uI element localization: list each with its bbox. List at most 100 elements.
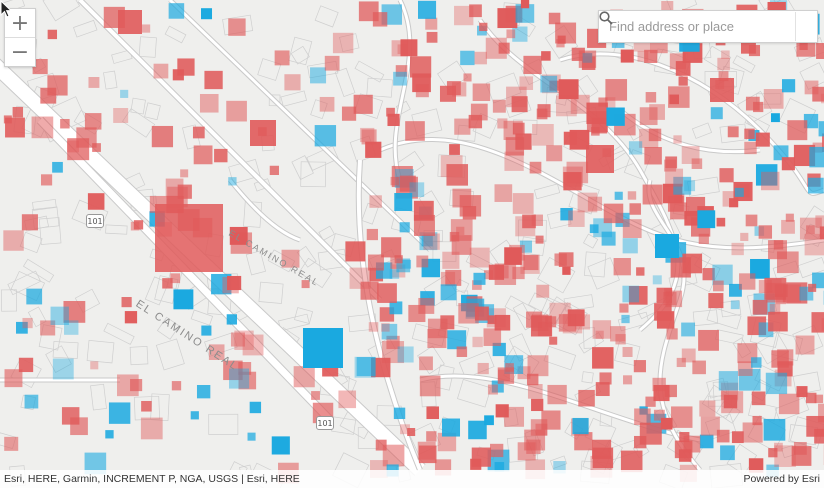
property-marker-red[interactable] [721, 50, 730, 59]
property-marker-red[interactable] [768, 311, 788, 332]
property-marker-red[interactable] [84, 113, 102, 130]
property-marker-red[interactable] [60, 118, 70, 129]
property-marker-blue[interactable] [190, 411, 199, 420]
property-marker-blue[interactable] [763, 418, 786, 441]
property-marker-blue[interactable] [389, 301, 403, 315]
property-marker-red[interactable] [804, 233, 824, 256]
property-marker-red[interactable] [628, 286, 648, 305]
property-marker-blue[interactable] [50, 306, 69, 325]
property-marker-red[interactable] [530, 315, 552, 337]
property-marker-blue[interactable] [729, 283, 742, 297]
property-marker-red[interactable] [472, 83, 491, 102]
property-marker-red[interactable] [90, 361, 99, 370]
property-marker-blue[interactable] [52, 161, 63, 173]
property-marker-blue[interactable] [393, 71, 407, 86]
property-marker-blue[interactable] [381, 323, 398, 340]
property-marker-red[interactable] [497, 8, 518, 29]
property-marker-red[interactable] [130, 379, 143, 392]
property-marker-red[interactable] [360, 127, 375, 143]
property-marker-red[interactable] [586, 145, 614, 173]
property-marker-red[interactable] [341, 106, 357, 121]
property-marker-red[interactable] [536, 284, 550, 298]
property-marker-red[interactable] [170, 273, 181, 284]
property-marker-red[interactable] [477, 362, 489, 375]
property-marker-red[interactable] [483, 328, 502, 346]
property-marker-red[interactable] [722, 191, 739, 207]
property-marker-red[interactable] [345, 241, 366, 262]
property-marker-blue[interactable] [314, 125, 337, 147]
property-marker-red[interactable] [796, 386, 808, 398]
property-marker-blue[interactable] [572, 417, 589, 435]
property-marker-red[interactable] [522, 214, 536, 229]
property-marker-blue[interactable] [201, 8, 213, 20]
property-marker-red[interactable] [204, 70, 223, 90]
property-marker-red[interactable] [479, 22, 488, 32]
property-marker-red[interactable] [673, 135, 682, 144]
property-marker-red[interactable] [670, 257, 691, 278]
property-marker-blue[interactable] [751, 357, 762, 368]
property-marker-red[interactable] [332, 32, 354, 54]
property-marker-red[interactable] [527, 384, 543, 399]
property-marker-red[interactable] [698, 233, 709, 245]
property-marker-red[interactable] [471, 447, 491, 467]
property-marker-red[interactable] [605, 79, 628, 101]
property-marker-red[interactable] [31, 116, 54, 139]
property-marker-red[interactable] [592, 320, 612, 339]
property-marker-red[interactable] [472, 280, 482, 290]
property-marker-red[interactable] [353, 94, 373, 114]
property-marker-blue[interactable] [781, 79, 796, 93]
property-marker-blue[interactable] [201, 325, 212, 336]
property-marker-red[interactable] [774, 445, 796, 467]
property-marker-red[interactable] [400, 424, 410, 435]
property-marker-red[interactable] [731, 431, 744, 444]
property-marker-red[interactable] [141, 400, 152, 412]
property-marker-red[interactable] [367, 254, 384, 271]
property-marker-red[interactable] [745, 214, 758, 227]
property-marker-blue[interactable] [771, 113, 780, 123]
property-marker-red[interactable] [124, 311, 138, 324]
property-marker-red[interactable] [399, 175, 416, 192]
property-marker-red[interactable] [442, 251, 460, 269]
property-marker-red[interactable] [761, 171, 780, 191]
property-marker-red[interactable] [498, 42, 510, 54]
property-marker-red[interactable] [819, 226, 824, 240]
property-marker-red[interactable] [781, 219, 795, 234]
property-marker-red[interactable] [768, 448, 778, 458]
property-marker-blue[interactable] [519, 240, 533, 253]
property-marker-red[interactable] [284, 74, 301, 91]
property-marker-red[interactable] [155, 204, 223, 272]
property-marker-red[interactable] [637, 50, 649, 62]
property-marker-red[interactable] [547, 384, 567, 405]
property-marker-red[interactable] [785, 213, 794, 222]
property-marker-red[interactable] [622, 346, 633, 357]
property-marker-red[interactable] [548, 12, 561, 25]
property-marker-red[interactable] [717, 57, 730, 71]
property-marker-red[interactable] [506, 86, 527, 108]
property-marker-red[interactable] [494, 184, 513, 202]
property-marker-red[interactable] [719, 168, 734, 183]
property-marker-red[interactable] [718, 71, 729, 82]
zoom-out-button[interactable]: − [10, 39, 30, 65]
property-marker-red[interactable] [619, 303, 629, 313]
property-marker-red[interactable] [426, 31, 438, 43]
property-marker-red[interactable] [731, 242, 744, 256]
property-marker-red[interactable] [3, 230, 24, 251]
property-marker-red[interactable] [811, 312, 824, 333]
property-marker-red[interactable] [92, 143, 101, 152]
property-marker-red[interactable] [365, 141, 382, 158]
property-marker-blue[interactable] [734, 187, 744, 197]
property-marker-red[interactable] [223, 360, 243, 381]
property-marker-red[interactable] [130, 221, 140, 231]
property-marker-red[interactable] [386, 107, 395, 117]
property-marker-red[interactable] [536, 108, 548, 120]
property-marker-red[interactable] [426, 406, 440, 420]
property-marker-red[interactable] [702, 268, 715, 281]
property-marker-red[interactable] [371, 357, 391, 378]
property-marker-red[interactable] [620, 49, 634, 63]
property-marker-red[interactable] [727, 126, 739, 138]
property-marker-red[interactable] [654, 303, 672, 321]
property-marker-red[interactable] [529, 161, 542, 174]
property-marker-red[interactable] [568, 210, 585, 227]
